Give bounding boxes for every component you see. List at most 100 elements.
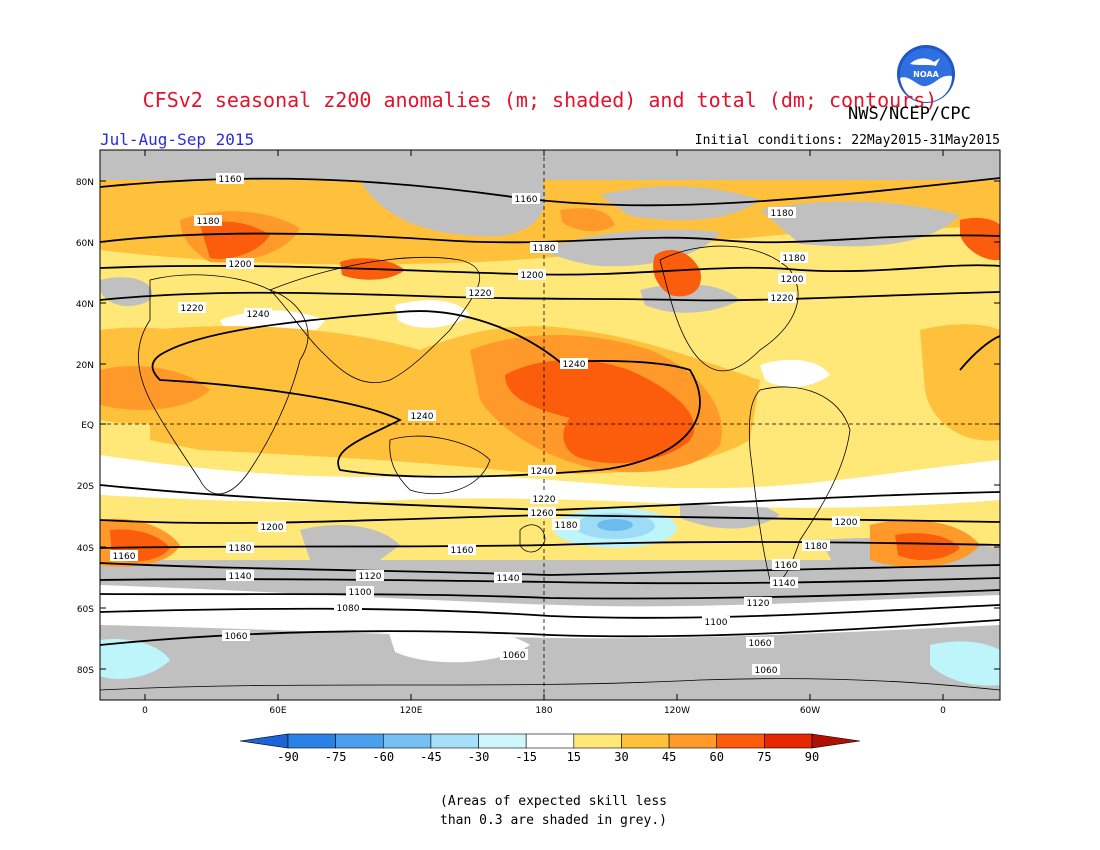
positive-anomaly [200, 221, 270, 259]
lat-label: 20S [77, 482, 94, 492]
contour-label: 1240 [563, 360, 586, 370]
low-skill-region [360, 175, 546, 237]
contour-label: 1120 [747, 599, 770, 609]
contour-label: 1180 [805, 542, 828, 552]
lat-label: 20N [76, 361, 94, 371]
positive-anomaly [920, 324, 1000, 441]
lat-label: 80S [77, 666, 94, 676]
low-skill-region [100, 150, 1000, 180]
colorbar-box [525, 733, 575, 749]
contour-label: 1220 [181, 304, 204, 314]
colorbar-label: 45 [662, 750, 676, 764]
lon-ticks [144, 150, 944, 700]
contour-label: 1060 [225, 632, 248, 642]
contour-label: 1200 [521, 271, 544, 281]
lat-label: 60S [77, 605, 94, 615]
contour-label: 1180 [771, 209, 794, 219]
colorbar-box [716, 733, 765, 749]
skill-note: (Areas of expected skill less than 0.3 a… [440, 792, 760, 830]
neutral-band [760, 359, 830, 387]
contour-label: 1200 [261, 523, 284, 533]
low-skill-region [760, 201, 960, 247]
colorbar-label: 75 [757, 750, 771, 764]
contour-label: 1160 [113, 552, 136, 562]
colorbar: -90 -75 -60 -45 -30 -15 15 30 45 60 75 90 [239, 733, 861, 764]
colorbar-label: 60 [710, 750, 724, 764]
colorbar-box [287, 733, 336, 749]
colorbar-label: 90 [805, 750, 819, 764]
logo-text: NOAA [913, 70, 939, 79]
contour-label: 1100 [349, 588, 372, 598]
contour-label: 1220 [771, 294, 794, 304]
colorbar-box [335, 733, 384, 749]
lon-label: 0 [142, 706, 148, 716]
colorbar-label: -15 [515, 750, 537, 764]
skill-note-line: than 0.3 are shaded in grey.) [440, 813, 667, 828]
contour-label: 1240 [411, 412, 434, 422]
contour-label: 1060 [503, 651, 526, 661]
contour-label: 1180 [533, 244, 556, 254]
colorbar-label: -60 [372, 750, 394, 764]
positive-anomaly [960, 217, 1000, 261]
lat-ticks [100, 180, 1000, 670]
colorbar-arrow-high [811, 733, 861, 749]
initial-conditions-label: Initial conditions: 22May2015-31May2015 [694, 133, 1000, 148]
chart-title: CFSv2 seasonal z200 anomalies (m; shaded… [142, 88, 938, 112]
low-skill-region [100, 180, 1000, 265]
colorbar-arrow-low [239, 733, 289, 749]
lat-label: 40N [76, 300, 94, 310]
contour-label: 1200 [229, 260, 252, 270]
contour-label: 1140 [773, 579, 796, 589]
lat-label: 60N [76, 239, 94, 249]
low-skill-region [300, 525, 400, 560]
neutral-band [395, 300, 470, 328]
colorbar-box [573, 733, 622, 749]
contour-label: 1140 [497, 574, 520, 584]
lon-label: 180 [535, 706, 552, 716]
lon-label: 60W [800, 706, 820, 716]
colorbar-box [764, 733, 813, 749]
contour-label: 1160 [219, 175, 242, 185]
colorbar-box [621, 733, 670, 749]
contour-label: 1260 [531, 509, 554, 519]
latitude-axis: 80N 60N 40N 20N EQ 20S 40S 60S 80S [76, 178, 94, 676]
anomaly-shading [100, 150, 1000, 700]
contour-label: 1100 [705, 618, 728, 628]
contour-label: 1060 [755, 666, 778, 676]
contour-label: 1180 [197, 217, 220, 227]
low-skill-region [600, 186, 760, 221]
low-skill-region [640, 284, 740, 313]
coastlines [100, 245, 1000, 691]
contour-label: 1220 [533, 495, 556, 505]
contour-labels: 1160 1160 1160 1180 1180 1180 1180 1200 … [110, 173, 860, 676]
positive-anomaly [505, 360, 695, 464]
agency-label: NWS/NCEP/CPC [848, 104, 971, 124]
skill-note-line: (Areas of expected skill less [440, 794, 667, 809]
neutral-band [100, 455, 1000, 508]
contour-label: 1160 [451, 546, 474, 556]
colorbar-label: -90 [277, 750, 299, 764]
season-label: Jul-Aug-Sep 2015 [100, 130, 255, 149]
contour-label: 1080 [337, 604, 360, 614]
noaa-logo: NOAA [897, 45, 955, 103]
contour-label: 1220 [469, 289, 492, 299]
contour-label: 1140 [229, 572, 252, 582]
lon-label: 120W [664, 706, 690, 716]
contour-label: 1240 [247, 310, 270, 320]
neutral-band [100, 585, 1000, 639]
colorbar-box [478, 733, 527, 749]
contour-label: 1180 [555, 521, 578, 531]
lon-label: 120E [400, 706, 423, 716]
contour-label: 1060 [749, 639, 772, 649]
colorbar-box [668, 733, 718, 749]
negative-anomaly [597, 519, 633, 531]
positive-anomaly [895, 533, 960, 561]
neutral-band [388, 626, 530, 663]
map-frame [99, 149, 1001, 701]
colorbar-label: 30 [614, 750, 628, 764]
contour-label: 1120 [359, 572, 382, 582]
positive-anomaly [100, 366, 210, 410]
negative-anomaly [100, 639, 170, 679]
colorbar-label: -30 [468, 750, 490, 764]
